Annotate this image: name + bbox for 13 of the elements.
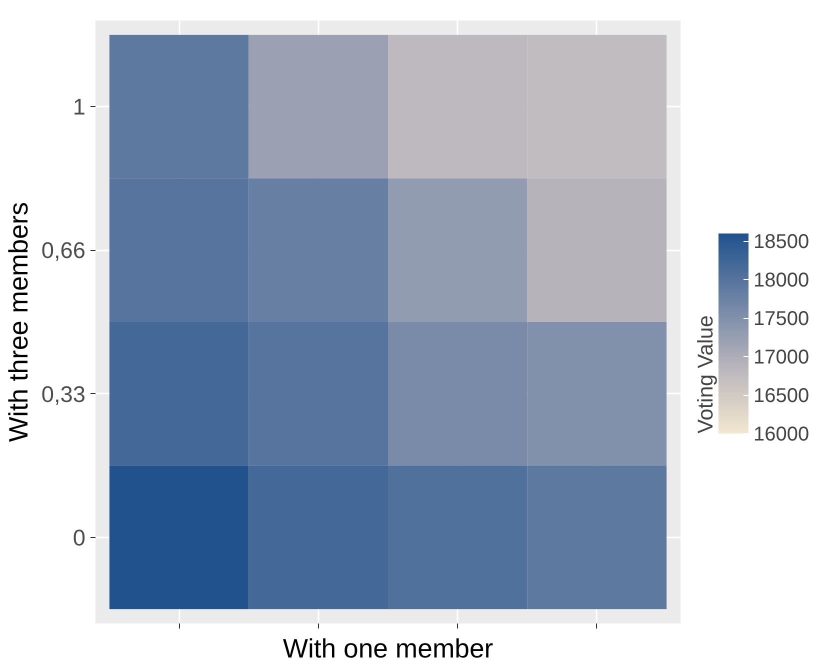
y-axis-title: With three members	[3, 202, 34, 442]
color-bar-label: 18000	[754, 270, 810, 292]
color-bar-label: 16500	[754, 385, 810, 408]
y-tick-label: 0,33	[41, 380, 86, 407]
y-tick-label: 0	[72, 524, 86, 550]
color-bar-label: 17500	[754, 308, 810, 330]
x-axis-title: With one member	[282, 634, 494, 664]
color-bar-label: 17000	[754, 346, 810, 369]
y-tick-label: 0,66	[41, 237, 86, 264]
y-tick-label: 1	[72, 94, 86, 120]
legend-title: Voting Value	[694, 315, 718, 434]
color-bar-label: 16000	[754, 424, 810, 446]
color-bar-label: 18500	[754, 231, 810, 254]
